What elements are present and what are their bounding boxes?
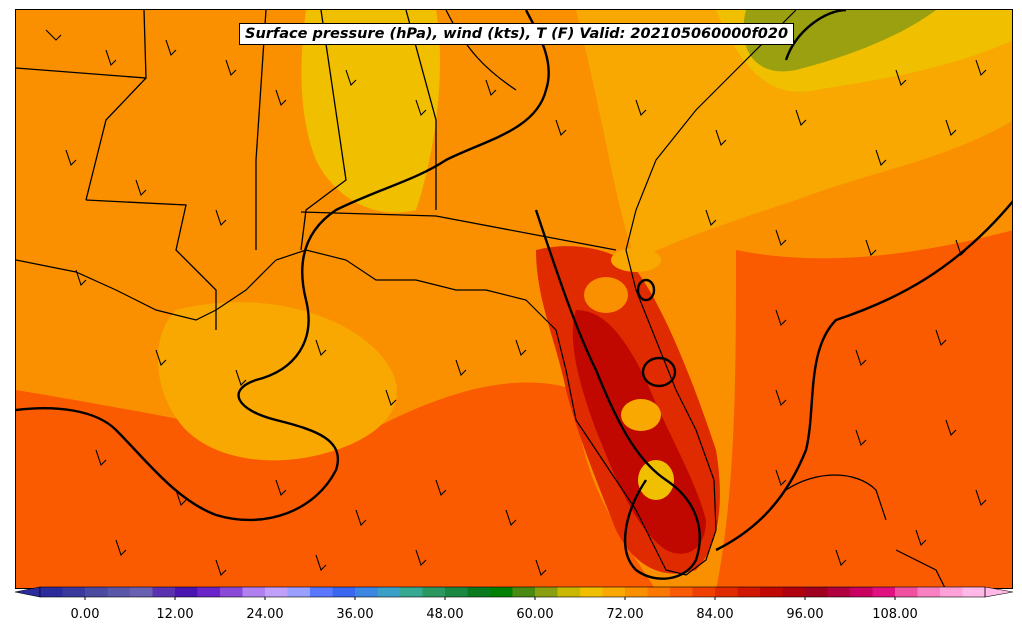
colorbar-tick-label: 48.00 bbox=[426, 607, 464, 622]
cool-cell-3 bbox=[638, 460, 674, 500]
colorbar-swatch bbox=[670, 587, 693, 597]
colorbar-swatch bbox=[760, 587, 783, 597]
isobars bbox=[16, 10, 1012, 580]
colorbar-border bbox=[39, 586, 986, 598]
colorbar-extend-high bbox=[984, 586, 1014, 598]
colorbar-tick-label: 36.00 bbox=[336, 607, 374, 622]
colorbar-swatch bbox=[535, 587, 558, 597]
colorbar-tick-label: 72.00 bbox=[606, 607, 644, 622]
colorbar-swatch bbox=[557, 587, 581, 597]
colorbar-swatch bbox=[197, 587, 221, 597]
colorbar-swatch bbox=[895, 587, 918, 597]
map-panel: Surface pressure (hPa), wind (kts), T (F… bbox=[15, 9, 1013, 589]
colorbar-swatch bbox=[130, 587, 153, 597]
colorbar-swatch bbox=[647, 587, 671, 597]
colorbar-swatch bbox=[355, 587, 378, 597]
colorbar-swatch bbox=[445, 587, 468, 597]
map-title: Surface pressure (hPa), wind (kts), T (F… bbox=[239, 23, 795, 45]
colorbar-swatch bbox=[287, 587, 311, 597]
colorbar-swatch bbox=[805, 587, 828, 597]
colorbar-swatch bbox=[152, 587, 176, 597]
colorbar-swatch bbox=[917, 587, 941, 597]
colorbar-tick-label: 108.00 bbox=[872, 607, 918, 622]
colorbar-tick-label: 24.00 bbox=[246, 607, 284, 622]
colorbar-swatch bbox=[602, 587, 626, 597]
colorbar-swatch bbox=[40, 587, 63, 597]
colorbar-swatch bbox=[62, 587, 86, 597]
temperature-gulf-center bbox=[157, 302, 397, 461]
temperature-florida-core bbox=[572, 310, 706, 554]
colorbar-swatch bbox=[400, 587, 423, 597]
weather-map bbox=[16, 10, 1012, 588]
colorbar-tick-label: 0.00 bbox=[70, 607, 100, 622]
temperature-band-alabama bbox=[301, 10, 440, 213]
colorbar-swatch bbox=[377, 587, 401, 597]
temperature-gulf bbox=[16, 382, 655, 588]
temperature-colorbar bbox=[14, 586, 1014, 600]
colorbar-swatch bbox=[422, 587, 446, 597]
colorbar-swatch bbox=[332, 587, 356, 597]
colorbar-swatch bbox=[580, 587, 603, 597]
colorbar-tick-label: 12.00 bbox=[156, 607, 194, 622]
colorbar-swatch bbox=[962, 587, 986, 597]
coastlines bbox=[16, 10, 946, 588]
colorbar-swatch bbox=[850, 587, 873, 597]
colorbar-swatch bbox=[175, 587, 198, 597]
cool-cell-1 bbox=[584, 277, 628, 313]
colorbar-swatch bbox=[872, 587, 896, 597]
colorbar-swatch bbox=[107, 587, 131, 597]
colorbar-swatch bbox=[242, 587, 266, 597]
colorbar-tick-label: 96.00 bbox=[786, 607, 824, 622]
colorbar-tick-label: 84.00 bbox=[696, 607, 734, 622]
colorbar-tick-label: 60.00 bbox=[516, 607, 554, 622]
colorbar-swatch bbox=[940, 587, 963, 597]
state-boundaries bbox=[16, 10, 617, 330]
colorbar-swatch bbox=[220, 587, 243, 597]
cool-cell-2 bbox=[621, 399, 661, 431]
colorbar-swatch bbox=[265, 587, 288, 597]
temperature-atlantic bbox=[716, 230, 1012, 588]
colorbar-swatch bbox=[467, 587, 491, 597]
colorbar-extend-low bbox=[14, 586, 41, 598]
colorbar-swatch bbox=[512, 587, 536, 597]
colorbar-swatch bbox=[310, 587, 333, 597]
colorbar-swatch bbox=[715, 587, 738, 597]
colorbar-swatch bbox=[85, 587, 108, 597]
colorbar-swatch bbox=[692, 587, 716, 597]
colorbar-swatch bbox=[625, 587, 648, 597]
wind-barbs bbox=[45, 29, 987, 577]
colorbar-swatch bbox=[490, 587, 513, 597]
colorbar-swatch bbox=[827, 587, 851, 597]
colorbar-swatch bbox=[737, 587, 761, 597]
cool-cell-4 bbox=[611, 248, 661, 272]
colorbar-swatch bbox=[782, 587, 806, 597]
